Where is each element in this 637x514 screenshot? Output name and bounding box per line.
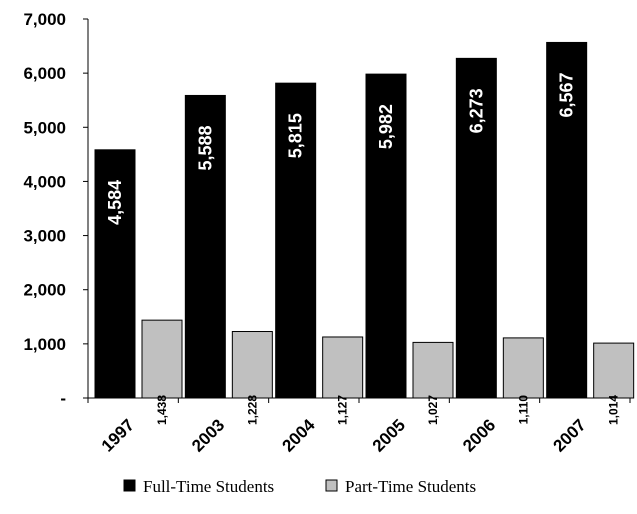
bar-part-time: [412, 341, 454, 399]
y-tick-label: 2,000: [23, 281, 66, 300]
y-tick-label: 4,000: [23, 172, 66, 191]
data-label-full-time: 5,982: [376, 104, 396, 149]
x-tick-label: 2004: [278, 415, 319, 456]
y-axis: - 1,000 2,000 3,000 4,000 5,000 6,000 7,000: [23, 10, 89, 408]
data-label-full-time: 5,815: [286, 113, 306, 158]
data-label-part-time: 1,027: [426, 395, 440, 425]
data-labels: 4,584 1,438 5,588 1,228 5,815 1,127 5,982 1,027…: [105, 72, 621, 425]
legend: Full-Time Students Part-Time Students: [123, 477, 476, 496]
data-label-full-time: 5,588: [195, 125, 215, 170]
y-tick-label: 6,000: [23, 64, 66, 83]
y-tick-label: 7,000: [23, 10, 66, 29]
data-label-part-time: 1,110: [516, 395, 530, 425]
y-tick-label: -: [60, 389, 66, 408]
bar-full-time: [184, 94, 226, 399]
bar-part-time: [322, 336, 364, 399]
bar-full-time: [365, 73, 407, 399]
bar-part-time: [231, 331, 273, 399]
legend-swatch-full-time: [123, 479, 136, 492]
bar-full-time: [546, 41, 588, 399]
x-tick-label: 2006: [459, 415, 499, 455]
data-label-full-time: 6,273: [466, 88, 486, 133]
bar-part-time: [502, 337, 544, 399]
bar-full-time: [455, 57, 497, 399]
y-tick-label: 5,000: [23, 118, 66, 137]
x-axis: 1997 2003 2004 2005 2006 2007: [87, 397, 631, 456]
bar-part-time: [141, 319, 183, 399]
bar-full-time: [275, 82, 317, 399]
y-tick-label: 1,000: [23, 335, 66, 354]
x-tick-label: 2005: [369, 415, 409, 455]
legend-swatch-part-time: [325, 479, 338, 492]
bar-full-time: [94, 149, 136, 399]
data-label-full-time: 6,567: [557, 72, 577, 117]
data-label-part-time: 1,014: [607, 395, 621, 425]
legend-label-full-time: Full-Time Students: [143, 477, 274, 496]
y-tick-label: 3,000: [23, 227, 66, 246]
bars: [94, 41, 635, 399]
data-label-part-time: 1,438: [155, 395, 169, 425]
legend-label-part-time: Part-Time Students: [345, 477, 476, 496]
data-label-part-time: 1,228: [245, 395, 259, 425]
bar-part-time: [593, 342, 635, 399]
x-tick-label: 1997: [98, 415, 138, 455]
data-label-full-time: 4,584: [105, 180, 125, 225]
data-label-part-time: 1,127: [336, 395, 350, 425]
x-tick-label: 2003: [188, 415, 228, 455]
x-tick-label: 2007: [549, 415, 589, 455]
